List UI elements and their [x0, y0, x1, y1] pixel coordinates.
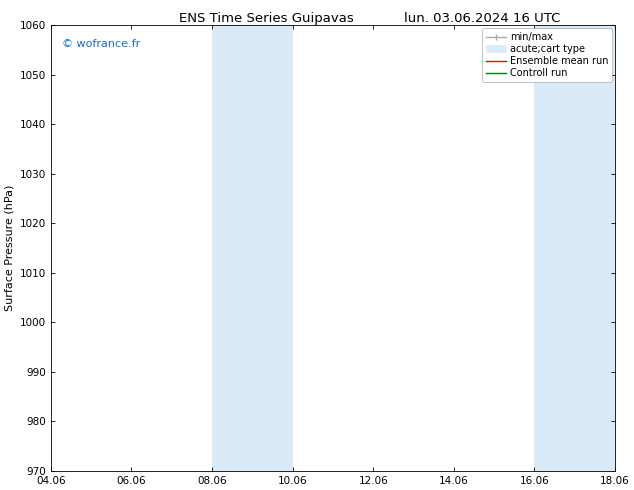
Bar	[212, 25, 293, 471]
Y-axis label: Surface Pressure (hPa): Surface Pressure (hPa)	[4, 185, 14, 311]
Text: © wofrance.fr: © wofrance.fr	[62, 39, 140, 49]
Bar	[534, 25, 615, 471]
Text: lun. 03.06.2024 16 UTC: lun. 03.06.2024 16 UTC	[404, 12, 560, 25]
Legend: min/max, acute;cart type, Ensemble mean run, Controll run: min/max, acute;cart type, Ensemble mean …	[482, 28, 612, 82]
Text: ENS Time Series Guipavas: ENS Time Series Guipavas	[179, 12, 354, 25]
